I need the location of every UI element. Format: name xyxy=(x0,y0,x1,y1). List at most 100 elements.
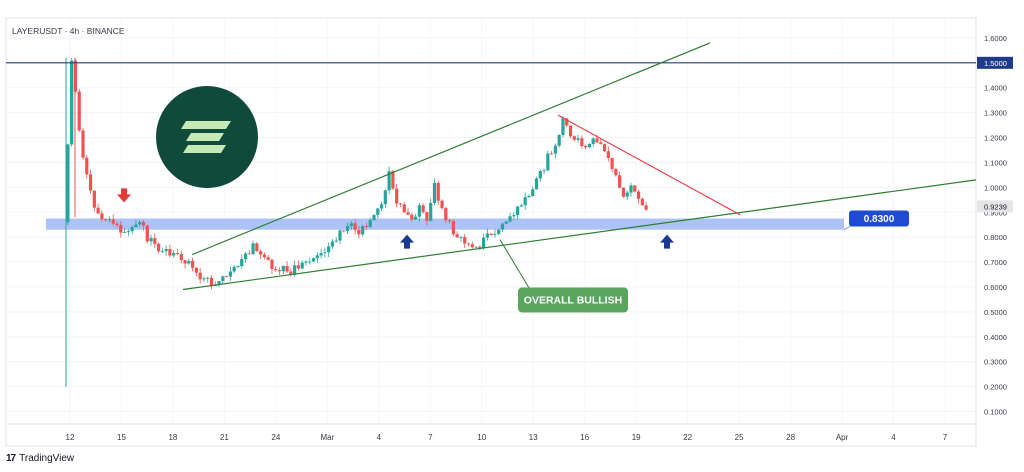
candle-body xyxy=(232,266,236,272)
candle-body xyxy=(115,223,119,226)
candle-body xyxy=(466,243,471,245)
candle-body xyxy=(516,206,520,216)
candle-body xyxy=(357,229,361,235)
y-tick-label: 1.6000 xyxy=(984,34,1007,43)
candle-body xyxy=(489,233,493,235)
candle-body xyxy=(565,118,569,126)
candle-body xyxy=(602,144,607,152)
candle-body xyxy=(531,189,535,196)
x-tick-label: 4 xyxy=(377,433,382,442)
candle-body xyxy=(391,171,395,189)
candle-body xyxy=(300,262,304,269)
candle-body xyxy=(629,185,633,193)
candle-body xyxy=(327,246,331,253)
logo-bar xyxy=(186,133,224,141)
candle-body xyxy=(398,203,403,205)
candle-body xyxy=(625,192,629,197)
candle-body xyxy=(323,252,327,254)
candle-body xyxy=(266,257,270,260)
resistance-trendline xyxy=(557,114,741,216)
candle-body xyxy=(153,238,157,244)
candle-body xyxy=(172,253,176,256)
callout-box xyxy=(518,287,628,313)
candle-body xyxy=(500,223,505,230)
tradingview-footer[interactable]: 17 TradingView xyxy=(6,453,74,464)
candle-body xyxy=(557,135,561,146)
candle-body xyxy=(527,195,531,198)
candle-body xyxy=(149,238,153,242)
candle-body xyxy=(523,197,527,206)
candle-body xyxy=(463,236,467,244)
x-tick-label: 4 xyxy=(891,433,896,442)
candle-body xyxy=(209,277,214,287)
x-tick-label: 7 xyxy=(943,433,948,442)
candle-body xyxy=(145,225,149,242)
candle-body xyxy=(550,153,554,155)
candle-body xyxy=(534,178,539,190)
x-tick-label: 7 xyxy=(428,433,433,442)
x-tick-label: 19 xyxy=(632,433,641,442)
candle-body xyxy=(164,249,168,252)
candle-body xyxy=(444,208,448,221)
candle-body xyxy=(618,175,622,188)
candle-body xyxy=(311,258,316,262)
logo-bar xyxy=(181,121,231,129)
candle-body xyxy=(277,270,282,272)
candle-body xyxy=(270,259,274,269)
candle-body xyxy=(580,138,584,147)
candle-body xyxy=(255,243,259,252)
candle-body xyxy=(546,153,550,171)
candle-body xyxy=(640,198,644,206)
candle-body xyxy=(478,246,482,249)
x-tick-label: Mar xyxy=(320,433,334,442)
y-tick-label: 0.4000 xyxy=(984,333,1007,342)
candle-body xyxy=(77,91,81,131)
candle-body xyxy=(194,267,198,273)
candle-body xyxy=(243,253,248,260)
candle-body xyxy=(591,138,595,145)
x-tick-label: 25 xyxy=(735,433,744,442)
candle-body xyxy=(111,219,115,224)
candle-body xyxy=(70,60,74,145)
tradingview-logo-icon: 17 xyxy=(6,453,16,464)
candle-body xyxy=(436,182,440,201)
x-tick-label: 22 xyxy=(683,433,692,442)
candle-body xyxy=(342,230,346,232)
candle-body xyxy=(198,272,202,280)
candle-body xyxy=(338,230,342,241)
callout-pointer xyxy=(499,239,531,290)
candle-body xyxy=(138,222,142,225)
candle-body xyxy=(285,265,289,272)
level-price-tag xyxy=(977,56,1013,69)
candle-body xyxy=(568,125,573,137)
candle-body xyxy=(606,151,610,158)
candle-body xyxy=(576,138,580,140)
support-zone xyxy=(46,218,844,230)
y-tick-label: 0.7000 xyxy=(984,258,1007,267)
y-tick-label: 0.5000 xyxy=(984,308,1007,317)
candle-body xyxy=(610,157,614,170)
candle-body xyxy=(296,265,301,269)
candle-body xyxy=(614,169,618,176)
candle-body xyxy=(293,265,297,275)
candle-body xyxy=(126,231,130,233)
red-down-arrow-icon xyxy=(117,188,131,203)
x-tick-label: 16 xyxy=(580,433,589,442)
candle-body xyxy=(561,118,565,136)
candle-body xyxy=(315,255,319,259)
candle-body xyxy=(379,204,384,209)
candle-body xyxy=(421,205,425,213)
candle-body xyxy=(107,219,112,221)
y-tick-label: 0.3000 xyxy=(984,358,1007,367)
candle-body xyxy=(368,220,372,227)
candle-body xyxy=(474,246,478,248)
tradingview-brand: TradingView xyxy=(19,453,75,464)
candle-body xyxy=(236,266,240,267)
logo-bar xyxy=(183,145,226,153)
candle-body xyxy=(553,145,558,154)
candle-body xyxy=(130,227,134,232)
candle-body xyxy=(587,144,592,148)
candle-body xyxy=(599,142,603,145)
candle-body xyxy=(595,138,599,143)
